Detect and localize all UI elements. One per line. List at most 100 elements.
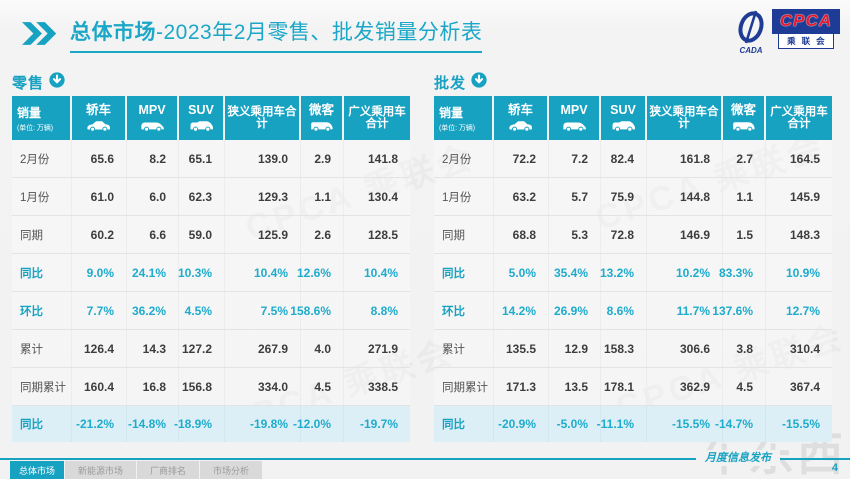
column-header: 狭义乘用车合计 (647, 96, 723, 140)
cell-value: 4.5 (301, 368, 344, 405)
cell-value: 271.9 (367, 341, 398, 356)
cell-value: 127.2 (179, 330, 225, 367)
row-label: 同比 (12, 254, 72, 291)
column-header: 广义乘用车合计 (344, 96, 410, 140)
tab-overall-market[interactable]: 总体市场 (10, 461, 65, 479)
cell-value: 137.6% (712, 292, 766, 329)
circle-down-arrow-icon (49, 71, 65, 93)
cell-value: 10.3% (178, 254, 225, 291)
cell-value: 146.9 (647, 216, 723, 253)
cell-value: 178.1 (601, 368, 647, 405)
cell-value: 2.9 (301, 140, 344, 177)
cell-value: 36.2% (127, 292, 179, 329)
cell-value: 128.5 (367, 227, 398, 242)
mpv-car-icon (139, 119, 166, 132)
retail-section-header: 零售 (12, 71, 410, 93)
measure-label: 销量 (439, 105, 464, 120)
tab-market-analysis[interactable]: 市场分析 (200, 461, 263, 479)
column-label: 狭义乘用车合计 (649, 105, 719, 130)
cell-value: 2.7 (723, 140, 766, 177)
cell-value: 161.8 (647, 140, 723, 177)
tab-nev-market[interactable]: 新能源市场 (65, 461, 137, 479)
cell-value: 5.0% (494, 254, 549, 291)
slide-header: 总体市场-2023年2月零售、批发销量分析表 (22, 16, 483, 53)
row-label: 2月份 (12, 140, 72, 177)
cell-value: 130.4 (367, 189, 398, 204)
cell-value: 144.8 (647, 178, 723, 215)
cell-value: -14.8% (127, 406, 179, 442)
column-header: 狭义乘用车合计 (225, 96, 301, 140)
microvan-icon (730, 119, 757, 132)
cell-value: 135.5 (494, 330, 549, 367)
cell-value: 11.7% (647, 292, 723, 329)
column-label: MPV (138, 102, 166, 117)
cell-value: -15.5% (647, 406, 723, 442)
column-header: SUV (179, 96, 225, 140)
cell-value: 10.4% (225, 254, 301, 291)
sedan-car-icon (507, 119, 534, 132)
row-label: 累计 (434, 330, 494, 367)
cell-value: 338.5 (367, 379, 398, 394)
row-label: 环比 (434, 292, 494, 329)
cell-value: 158.3 (601, 330, 647, 367)
cell-value: 129.3 (225, 178, 301, 215)
cell-value: 164.5 (789, 151, 820, 166)
cada-swoosh-icon: CADA (735, 9, 769, 60)
cell-value: 65.6 (72, 140, 127, 177)
column-header: 微客 (723, 96, 766, 140)
row-label: 同期累计 (12, 368, 72, 405)
cell-value: -19.8% (225, 406, 301, 442)
cell-value: 83.3% (719, 254, 766, 291)
cell-value: 13.5 (549, 368, 601, 405)
table-row: 同比 -20.9% -5.0% -11.1% -15.5% -14.7% -15.5% (434, 406, 832, 442)
circle-down-arrow-icon (471, 71, 487, 93)
table-body: 2月份 65.6 8.2 65.1 139.0 2.9 141.8 1月份 61.0 6.0 62.… (12, 140, 410, 442)
cell-value: 6.0 (127, 178, 179, 215)
table-row: 2月份 65.6 8.2 65.1 139.0 2.9 141.8 (12, 140, 410, 178)
table-row: 环比 14.2% 26.9% 8.6% 11.7% 137.6% 12.7% (434, 292, 832, 330)
row-label: 1月份 (12, 178, 72, 215)
row-label: 2月份 (434, 140, 494, 177)
cell-value: 63.2 (494, 178, 549, 215)
column-header: 微客 (301, 96, 344, 140)
page-number: 4 (831, 462, 838, 474)
column-label: 轿车 (85, 102, 111, 117)
cell-value: -21.2% (72, 406, 127, 442)
column-header: MPV (127, 96, 179, 140)
cell-value: -20.9% (494, 406, 549, 442)
cell-value: 3.8 (723, 330, 766, 367)
column-label: MPV (560, 102, 588, 117)
cell-value: 68.8 (494, 216, 549, 253)
footer-rule (0, 458, 850, 460)
row-label: 同比 (12, 406, 72, 442)
cell-value: 61.0 (72, 178, 127, 215)
cell-value: 26.9% (549, 292, 601, 329)
suv-car-icon (610, 119, 637, 132)
microvan-icon (308, 119, 335, 132)
tab-manufacturer-ranking[interactable]: 厂商排名 (137, 461, 200, 479)
column-label: 轿车 (507, 102, 533, 117)
cell-value: -19.7% (359, 417, 398, 431)
measure-unit: (单位: 万辆) (17, 122, 54, 132)
column-label: SUV (610, 102, 636, 117)
cell-value: -12.0% (293, 406, 344, 442)
double-chevron-icon (22, 22, 60, 50)
cell-value: 14.3 (127, 330, 179, 367)
cell-value: 4.5% (179, 292, 225, 329)
sedan-car-icon (85, 119, 112, 132)
cell-value: 171.3 (494, 368, 549, 405)
title-rest: -2023年2月零售、批发销量分析表 (156, 21, 483, 44)
cell-value: 148.3 (789, 227, 820, 242)
wholesale-section-header: 批发 (434, 71, 832, 93)
cell-value: 10.4% (363, 265, 398, 280)
table-row: 1月份 63.2 5.7 75.9 144.8 1.1 145.9 (434, 178, 832, 216)
mpv-car-icon (561, 119, 588, 132)
cell-value: 310.4 (789, 341, 820, 356)
cell-value: 9.0% (72, 254, 127, 291)
cell-value: 267.9 (225, 330, 301, 367)
footer-script-text: 月度信息发布 (696, 450, 780, 466)
cell-value: 10.2% (647, 254, 723, 291)
cell-value: 158.6% (290, 292, 344, 329)
table-body: 2月份 72.2 7.2 82.4 161.8 2.7 164.5 1月份 63.2 5.7 75.… (434, 140, 832, 442)
cell-value: -18.9% (174, 406, 225, 442)
